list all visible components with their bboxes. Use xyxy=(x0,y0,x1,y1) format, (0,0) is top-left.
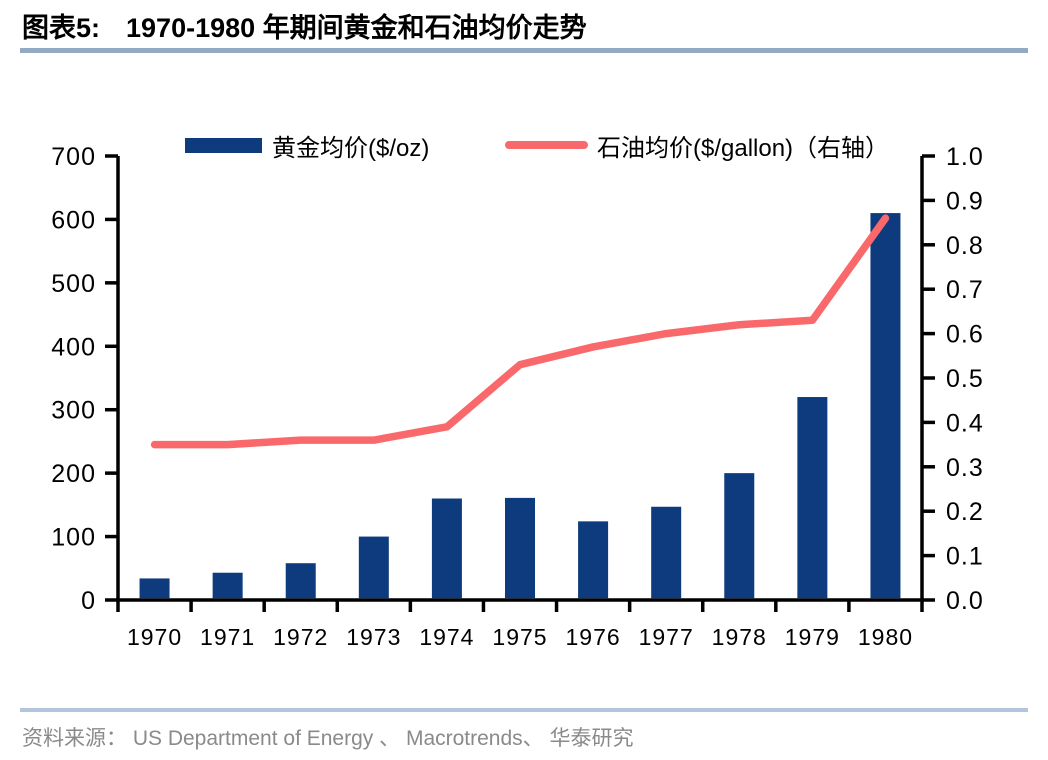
legend-item-gold: 黄金均价($/oz) xyxy=(185,130,430,162)
right-axis-tick-label: 0.0 xyxy=(946,587,984,615)
gold-bar-1971 xyxy=(212,572,243,599)
left-axis-tick-label: 200 xyxy=(51,460,96,488)
right-axis-tick-label: 0.6 xyxy=(946,321,984,349)
chart-title-text: 1970-1980 年期间黄金和石油均价走势 xyxy=(126,13,587,43)
x-axis-label: 1970 xyxy=(127,624,182,650)
x-axis-label: 1971 xyxy=(200,624,255,650)
x-axis-label: 1978 xyxy=(712,624,767,650)
x-axis-label: 1975 xyxy=(492,624,547,650)
x-axis-label: 1972 xyxy=(273,624,328,650)
chart-label: 图表5: xyxy=(22,13,101,43)
oil-price-line xyxy=(150,214,890,449)
gold-bar-1973 xyxy=(358,536,389,599)
x-axis-label: 1976 xyxy=(566,624,621,650)
gold-bar-1974 xyxy=(431,498,462,599)
right-axis-tick-label: 0.7 xyxy=(946,276,984,304)
footer-divider xyxy=(20,708,1028,712)
gold-bar-1976 xyxy=(578,521,609,599)
right-axis-tick-label: 0.2 xyxy=(946,498,984,526)
gold-bar-1977 xyxy=(651,506,682,599)
left-axis-tick-label: 700 xyxy=(51,143,96,171)
gold-bar-1975 xyxy=(505,497,535,599)
left-axis-tick-label: 600 xyxy=(51,206,96,234)
right-axis-tick-label: 0.8 xyxy=(946,232,984,260)
right-axis-tick-label: 0.3 xyxy=(946,454,984,482)
gold-bar-swatch xyxy=(185,137,262,153)
right-axis-tick-label: 0.4 xyxy=(946,409,984,437)
right-axis-tick-label: 0.5 xyxy=(946,365,984,393)
left-axis-tick-label: 0 xyxy=(81,587,96,615)
source-note: 资料来源： US Department of Energy 、 Macrotre… xyxy=(22,727,634,750)
x-axis-label: 1979 xyxy=(785,624,840,650)
legend-item-oil: 石油均价($/gallon)（右轴） xyxy=(505,130,890,162)
oil-line-swatch xyxy=(505,141,588,149)
right-axis-tick-label: 0.9 xyxy=(946,187,984,215)
left-axis-tick-label: 400 xyxy=(51,333,96,361)
gold-bar-1972 xyxy=(285,563,316,599)
left-axis-tick-label: 500 xyxy=(51,270,96,298)
x-axis-label: 1974 xyxy=(419,624,474,650)
right-axis-tick-label: 0.1 xyxy=(946,543,984,571)
title-divider xyxy=(20,48,1028,53)
left-axis-tick-label: 300 xyxy=(51,397,96,425)
right-axis-tick-label: 1.0 xyxy=(946,143,984,171)
gold-legend-label: 黄金均价($/oz) xyxy=(272,134,430,162)
chart-title: 图表5: 1970-1980 年期间黄金和石油均价走势 xyxy=(22,6,587,45)
x-axis-label: 1973 xyxy=(346,624,401,650)
gold-bar-1979 xyxy=(797,397,828,599)
gold-bar-1978 xyxy=(724,473,755,599)
gold-bar-1980 xyxy=(870,213,901,599)
x-axis-label: 1977 xyxy=(639,624,694,650)
x-axis-label: 1980 xyxy=(858,624,913,650)
left-axis-tick-label: 100 xyxy=(51,524,96,552)
oil-legend-label: 石油均价($/gallon)（右轴） xyxy=(597,134,890,162)
gold-bar-1970 xyxy=(139,578,170,599)
